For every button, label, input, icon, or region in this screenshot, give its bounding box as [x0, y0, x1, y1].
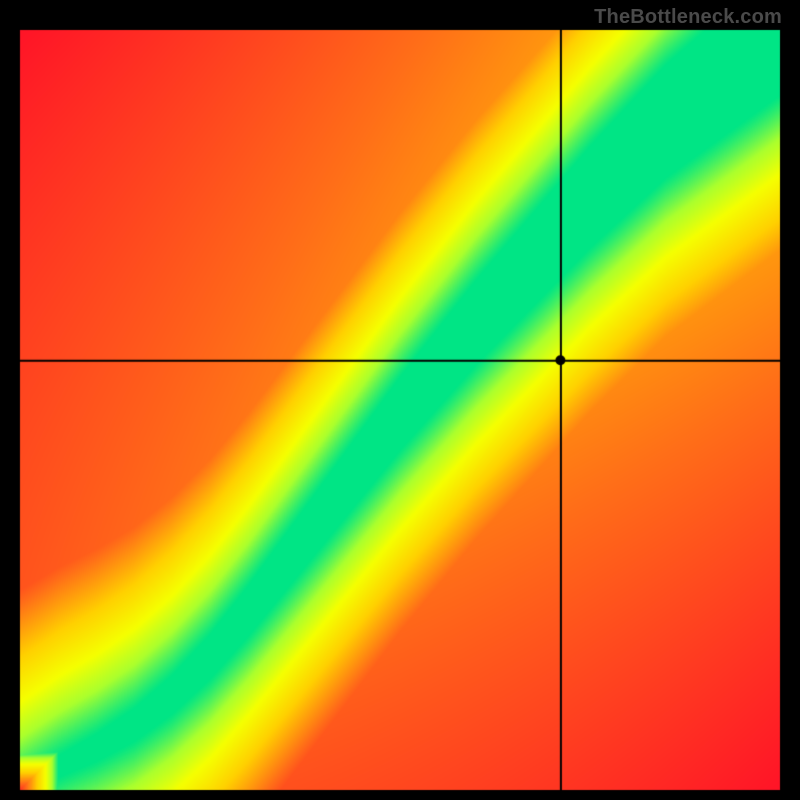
chart-container: TheBottleneck.com [0, 0, 800, 800]
heatmap-canvas [0, 0, 800, 800]
watermark-label: TheBottleneck.com [594, 6, 782, 29]
